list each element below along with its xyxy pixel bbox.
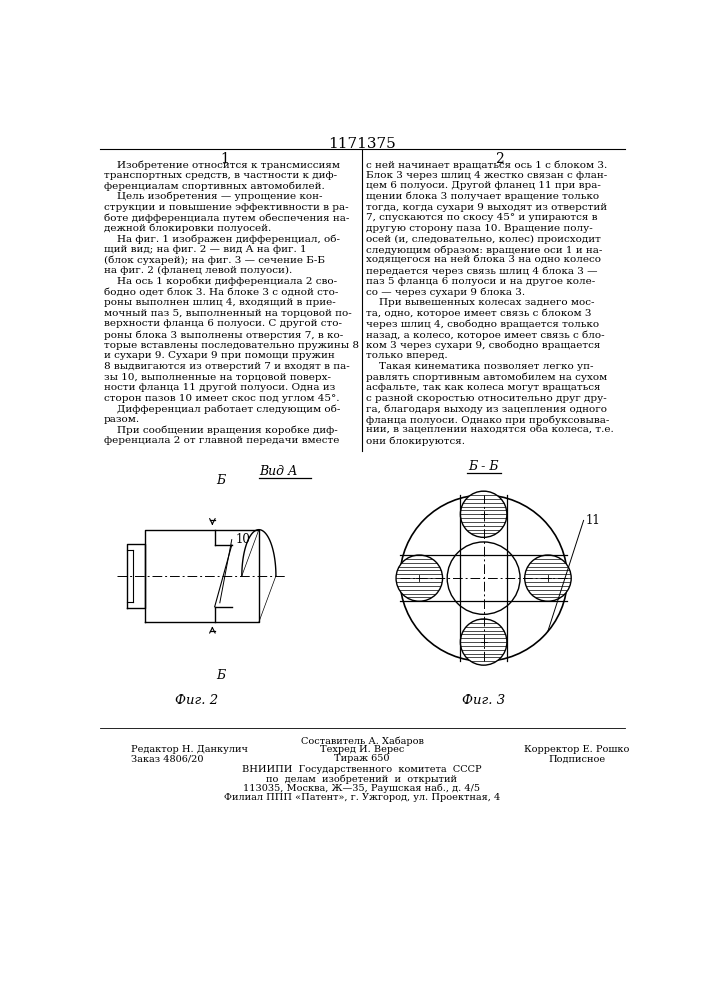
Text: 113035, Москва, Ж—35, Раушская наб., д. 4/5: 113035, Москва, Ж—35, Раушская наб., д. … [243, 784, 481, 793]
Text: ком 3 через сухари 9, свободно вращается: ком 3 через сухари 9, свободно вращается [366, 341, 600, 350]
Text: Б - Б: Б - Б [468, 460, 499, 473]
Circle shape [460, 491, 507, 537]
Text: ференциалам спортивных автомобилей.: ференциалам спортивных автомобилей. [104, 181, 325, 191]
Text: зы 10, выполненные на торцовой поверх-: зы 10, выполненные на торцовой поверх- [104, 373, 331, 382]
Text: При вывешенных колесах заднего мос-: При вывешенных колесах заднего мос- [366, 298, 595, 307]
Text: 1171375: 1171375 [328, 137, 396, 151]
Text: транспортных средств, в частности к диф-: транспортных средств, в частности к диф- [104, 171, 337, 180]
Text: с ней начинает вращаться ось 1 с блоком 3.: с ней начинает вращаться ось 1 с блоком … [366, 160, 607, 170]
Text: фланца полуоси. Однако при пробуксовыва-: фланца полуоси. Однако при пробуксовыва- [366, 415, 609, 425]
Text: по  делам  изобретений  и  открытий: по делам изобретений и открытий [267, 774, 457, 784]
Circle shape [460, 619, 507, 665]
Text: На ось 1 коробки дифференциала 2 сво-: На ось 1 коробки дифференциала 2 сво- [104, 277, 337, 286]
Text: Составитель А. Хабаров: Составитель А. Хабаров [300, 736, 423, 746]
Text: ференциала 2 от главной передачи вместе: ференциала 2 от главной передачи вместе [104, 436, 339, 445]
Text: разом.: разом. [104, 415, 140, 424]
Text: Корректор Е. Рошко: Корректор Е. Рошко [524, 745, 629, 754]
Text: торые вставлены последовательно пружины 8: торые вставлены последовательно пружины … [104, 341, 359, 350]
Text: Фиг. 2: Фиг. 2 [175, 694, 218, 707]
Text: тогда, когда сухари 9 выходят из отверстий: тогда, когда сухари 9 выходят из отверст… [366, 203, 607, 212]
Text: При сообщении вращения коробке диф-: При сообщении вращения коробке диф- [104, 426, 338, 435]
Text: равлять спортивным автомобилем на сухом: равлять спортивным автомобилем на сухом [366, 373, 607, 382]
Text: Вид А: Вид А [259, 465, 298, 478]
Text: Изобретение относится к трансмиссиям: Изобретение относится к трансмиссиям [104, 160, 340, 170]
Text: передается через связь шлиц 4 блока 3 —: передается через связь шлиц 4 блока 3 — [366, 266, 597, 276]
Text: другую сторону паза 10. Вращение полу-: другую сторону паза 10. Вращение полу- [366, 224, 592, 233]
Text: Техред И. Верес: Техред И. Верес [320, 745, 404, 754]
Text: 11: 11 [585, 514, 600, 527]
Text: нии, в зацеплении находятся оба колеса, т.е.: нии, в зацеплении находятся оба колеса, … [366, 426, 614, 435]
Text: Тираж 650: Тираж 650 [334, 754, 390, 763]
Text: и сухари 9. Сухари 9 при помощи пружин: и сухари 9. Сухари 9 при помощи пружин [104, 351, 334, 360]
Text: мочный паз 5, выполненный на торцовой по-: мочный паз 5, выполненный на торцовой по… [104, 309, 351, 318]
Text: через шлиц 4, свободно вращается только: через шлиц 4, свободно вращается только [366, 319, 599, 329]
Text: 7, спускаются по скосу 45° и упираются в: 7, спускаются по скосу 45° и упираются в [366, 213, 597, 222]
Text: сторон пазов 10 имеет скос под углом 45°.: сторон пазов 10 имеет скос под углом 45°… [104, 394, 339, 403]
Text: назад, а колесо, которое имеет связь с бло-: назад, а колесо, которое имеет связь с б… [366, 330, 604, 340]
Text: паз 5 фланца 6 полуоси и на другое коле-: паз 5 фланца 6 полуоси и на другое коле- [366, 277, 595, 286]
Text: Цель изобретения — упрощение кон-: Цель изобретения — упрощение кон- [104, 192, 322, 201]
Text: Заказ 4806/20: Заказ 4806/20 [131, 754, 204, 763]
Text: дежной блокировки полуосей.: дежной блокировки полуосей. [104, 224, 271, 233]
Text: асфальте, так как колеса могут вращаться: асфальте, так как колеса могут вращаться [366, 383, 600, 392]
Text: с разной скоростью относительно друг дру-: с разной скоростью относительно друг дру… [366, 394, 607, 403]
Text: щий вид; на фиг. 2 — вид А на фиг. 1: щий вид; на фиг. 2 — вид А на фиг. 1 [104, 245, 307, 254]
Text: ности фланца 11 другой полуоси. Одна из: ности фланца 11 другой полуоси. Одна из [104, 383, 335, 392]
Text: Б: Б [216, 669, 226, 682]
Text: боте дифференциала путем обеспечения на-: боте дифференциала путем обеспечения на- [104, 213, 349, 223]
Text: Фиг. 3: Фиг. 3 [462, 694, 506, 707]
Text: роны выполнен шлиц 4, входящий в прие-: роны выполнен шлиц 4, входящий в прие- [104, 298, 336, 307]
Text: На фиг. 1 изображен дифференциал, об-: На фиг. 1 изображен дифференциал, об- [104, 234, 340, 244]
Text: Филиал ППП «Патент», г. Ужгород, ул. Проектная, 4: Филиал ППП «Патент», г. Ужгород, ул. Про… [224, 793, 500, 802]
Text: га, благодаря выходу из зацепления одного: га, благодаря выходу из зацепления одног… [366, 404, 607, 414]
Text: Б: Б [216, 474, 226, 487]
Text: 10: 10 [235, 533, 250, 546]
Text: со — через сухари 9 блока 3.: со — через сухари 9 блока 3. [366, 288, 525, 297]
Text: на фиг. 2 (фланец левой полуоси).: на фиг. 2 (фланец левой полуоси). [104, 266, 292, 275]
Text: Подписное: Подписное [548, 754, 605, 763]
Text: роны блока 3 выполнены отверстия 7, в ко-: роны блока 3 выполнены отверстия 7, в ко… [104, 330, 343, 340]
Text: струкции и повышение эффективности в ра-: струкции и повышение эффективности в ра- [104, 203, 349, 212]
Text: та, одно, которое имеет связь с блоком 3: та, одно, которое имеет связь с блоком 3 [366, 309, 591, 318]
Text: ходящегося на ней блока 3 на одно колесо: ходящегося на ней блока 3 на одно колесо [366, 256, 601, 265]
Text: следующим образом: вращение оси 1 и на-: следующим образом: вращение оси 1 и на- [366, 245, 602, 255]
Text: (блок сухарей); на фиг. 3 — сечение Б-Б: (блок сухарей); на фиг. 3 — сечение Б-Б [104, 256, 325, 265]
Text: 8 выдвигаются из отверстий 7 и входят в па-: 8 выдвигаются из отверстий 7 и входят в … [104, 362, 350, 371]
Circle shape [525, 555, 571, 601]
Text: осей (и, следовательно, колес) происходит: осей (и, следовательно, колес) происходи… [366, 234, 601, 244]
Text: щении блока 3 получает вращение только: щении блока 3 получает вращение только [366, 192, 599, 201]
Text: 2: 2 [495, 152, 503, 166]
Text: верхности фланца 6 полуоси. С другой сто-: верхности фланца 6 полуоси. С другой сто… [104, 319, 342, 328]
Text: ВНИИПИ  Государственного  комитета  СССР: ВНИИПИ Государственного комитета СССР [242, 765, 481, 774]
Text: цем 6 полуоси. Другой фланец 11 при вра-: цем 6 полуоси. Другой фланец 11 при вра- [366, 181, 601, 190]
Text: Редактор Н. Данкулич: Редактор Н. Данкулич [131, 745, 248, 754]
Circle shape [396, 555, 443, 601]
Text: бодно одет блок 3. На блоке 3 с одной сто-: бодно одет блок 3. На блоке 3 с одной ст… [104, 288, 338, 297]
Text: только вперед.: только вперед. [366, 351, 448, 360]
Text: Такая кинематика позволяет легко уп-: Такая кинематика позволяет легко уп- [366, 362, 593, 371]
Text: 1: 1 [221, 152, 229, 166]
Text: Блок 3 через шлиц 4 жестко связан с флан-: Блок 3 через шлиц 4 жестко связан с флан… [366, 171, 607, 180]
Text: они блокируются.: они блокируются. [366, 436, 464, 446]
Text: Дифференциал работает следующим об-: Дифференциал работает следующим об- [104, 404, 340, 414]
